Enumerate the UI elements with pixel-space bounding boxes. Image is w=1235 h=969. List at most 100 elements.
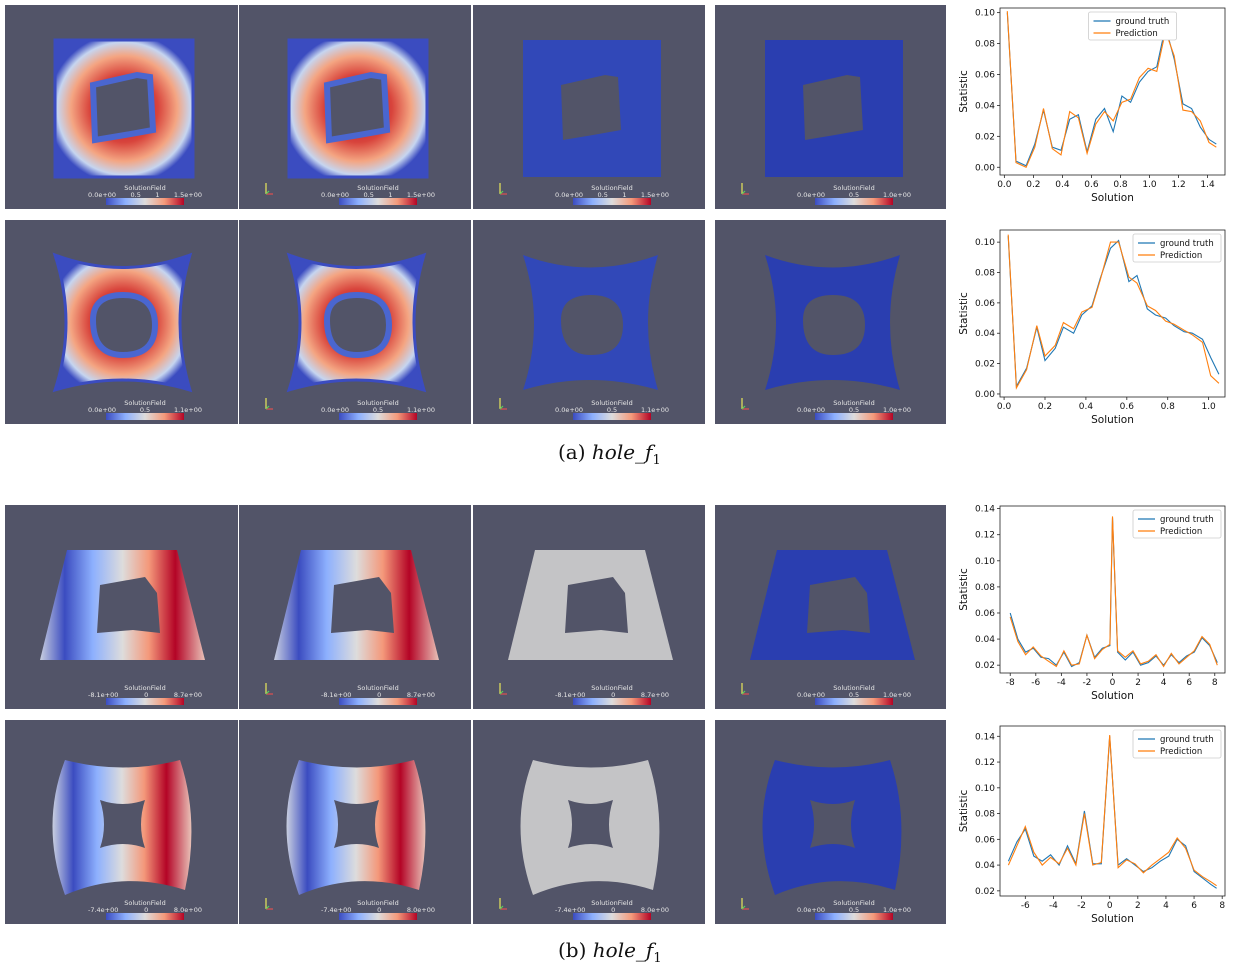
orientation-axes-icon: [498, 896, 508, 910]
colorbar: SolutionField -8.1e+00 0 8.7e+00: [321, 684, 435, 705]
series-line-prediction: [1006, 11, 1217, 169]
colorbar-title: SolutionField: [591, 399, 633, 407]
colorbar-tick-label: -8.1e+00: [321, 691, 352, 699]
legend-label: ground truth: [1160, 515, 1214, 525]
orientation-axes-icon: [498, 396, 508, 410]
colorbar-tick-label: 1.0e+00: [882, 906, 911, 914]
orientation-axes-icon: [740, 181, 750, 195]
y-tick-label: 0.02: [975, 132, 995, 142]
colorbar-tick-label: 0: [144, 906, 149, 914]
x-tick-label: -6: [1031, 678, 1040, 688]
colorbar: SolutionField 0.0e+00 0.5 1.1e+00: [88, 399, 202, 420]
colorbar-title: SolutionField: [591, 184, 633, 192]
y-tick-label: 0.08: [975, 810, 995, 820]
field-panel: SolutionField -7.4e+00 0 8.0e+00: [473, 720, 705, 924]
orientation-axes-icon: [264, 681, 274, 695]
colorbar-title: SolutionField: [124, 899, 166, 907]
colorbar-tick-label: 0: [377, 906, 382, 914]
colorbar-gradient: [339, 198, 417, 205]
field-plot: [523, 40, 661, 177]
colorbar-title: SolutionField: [357, 184, 399, 192]
colorbar-ticks: 0.0e+00 0.5 1 1.5e+00: [555, 191, 669, 199]
colorbar-ticks: 0.0e+00 0.5 1.0e+00: [797, 691, 911, 699]
domain-hole: [807, 577, 870, 633]
colorbar-tick-label: 0.0e+00: [88, 406, 117, 414]
orientation-axes-icon: [264, 896, 274, 910]
x-tick-label: 1.4: [1200, 180, 1215, 190]
legend-label: Prediction: [1160, 527, 1202, 537]
colorbar-tick-label: 1.0e+00: [882, 191, 911, 199]
y-tick-label: 0.00: [975, 390, 995, 400]
colorbar-ticks: -7.4e+00 0 8.0e+00: [321, 906, 435, 914]
colorbar-tick-label: 0: [611, 691, 616, 699]
colorbar-ticks: -8.1e+00 0 8.7e+00: [555, 691, 669, 699]
histogram-chart-a1: 0.0 0.2 0.4 0.6 0.8 1.0 1.2 1.4 0.00 0.02 0.04 0.06…: [958, 7, 1226, 204]
field-plot: [274, 550, 439, 660]
colorbar-tick-label: 0.5: [139, 406, 151, 414]
colorbar-gradient: [573, 913, 651, 920]
colorbar-title: SolutionField: [833, 684, 875, 692]
domain-hole: [568, 800, 613, 848]
colorbar-title: SolutionField: [591, 899, 633, 907]
colorbar-title: SolutionField: [357, 399, 399, 407]
series-line-prediction: [1007, 234, 1220, 390]
orientation-axes-icon: [740, 396, 750, 410]
y-axis-label: Statistic: [958, 790, 970, 833]
field-panel: SolutionField 0.0e+00 0.5 1.1e+00: [473, 220, 705, 424]
colorbar-tick-label: 0.5: [597, 191, 608, 199]
field-panel: SolutionField 0.0e+00 0.5 1 1.5e+00: [239, 5, 471, 209]
domain-hole: [565, 577, 628, 633]
field-plot: [286, 252, 427, 393]
x-tick-label: 0.6: [1084, 180, 1099, 190]
y-tick-label: 0.08: [975, 583, 995, 593]
x-tick-label: 0.0: [997, 180, 1012, 190]
colorbar: SolutionField 0.0e+00 0.5 1 1.5e+00: [555, 184, 669, 205]
colorbar-tick-label: 0.0e+00: [797, 191, 826, 199]
field-panel: SolutionField -7.4e+00 0 8.0e+00: [239, 720, 471, 924]
legend-label: Prediction: [1160, 251, 1202, 261]
colorbar-tick-label: 0.0e+00: [797, 691, 826, 699]
colorbar-ticks: -8.1e+00 0 8.7e+00: [321, 691, 435, 699]
colorbar-tick-label: 0: [377, 691, 382, 699]
colorbar-tick-label: 1.1e+00: [640, 406, 669, 414]
colorbar-tick-label: 0.5: [372, 406, 384, 414]
x-tick-label: 6: [1191, 901, 1197, 911]
x-tick-label: 0.6: [1120, 402, 1135, 412]
y-tick-label: 0.10: [975, 9, 995, 19]
colorbar: SolutionField 0.0e+00 0.5 1.0e+00: [797, 899, 911, 920]
colorbar-tick-label: -8.1e+00: [88, 691, 119, 699]
y-tick-label: 0.12: [975, 758, 995, 768]
field-plot: [765, 255, 900, 390]
colorbar-gradient: [573, 413, 651, 420]
colorbar-tick-label: 8.0e+00: [173, 906, 202, 914]
colorbar-ticks: 0.0e+00 0.5 1 1.5e+00: [88, 191, 202, 199]
colorbar-tick-label: 1.1e+00: [173, 406, 202, 414]
colorbar-tick-label: 0.0e+00: [555, 191, 584, 199]
colorbar-tick-label: 0.0e+00: [321, 191, 350, 199]
colorbar-tick-label: 0.0e+00: [555, 406, 584, 414]
colorbar-title: SolutionField: [124, 684, 166, 692]
colorbar-tick-label: -8.1e+00: [555, 691, 586, 699]
y-tick-label: 0.10: [975, 784, 995, 794]
orientation-axes-icon: [264, 181, 274, 195]
field-plot: [53, 38, 195, 179]
field-panel: SolutionField -7.4e+00 0 8.0e+00: [5, 720, 238, 924]
colorbar-tick-label: 0: [611, 906, 616, 914]
field-plot: [765, 40, 903, 177]
y-tick-label: 0.02: [975, 661, 995, 671]
x-axis-label: Solution: [1091, 414, 1134, 426]
colorbar-ticks: -7.4e+00 0 8.0e+00: [555, 906, 669, 914]
colorbar-gradient: [106, 913, 184, 920]
field-plot: [52, 252, 193, 393]
colorbar-ticks: -7.4e+00 0 8.0e+00: [88, 906, 202, 914]
x-tick-label: 4: [1163, 901, 1169, 911]
x-tick-label: 0.8: [1161, 402, 1176, 412]
colorbar-tick-label: 1.0e+00: [882, 691, 911, 699]
colorbar-title: SolutionField: [833, 399, 875, 407]
field-panel: SolutionField 0.0e+00 0.5 1.1e+00: [5, 220, 238, 424]
colorbar-tick-label: 1.5e+00: [173, 191, 202, 199]
x-tick-label: -8: [1006, 678, 1015, 688]
colorbar-tick-label: 0.5: [363, 191, 374, 199]
x-tick-label: 4: [1161, 678, 1167, 688]
y-tick-label: 0.04: [975, 101, 995, 111]
